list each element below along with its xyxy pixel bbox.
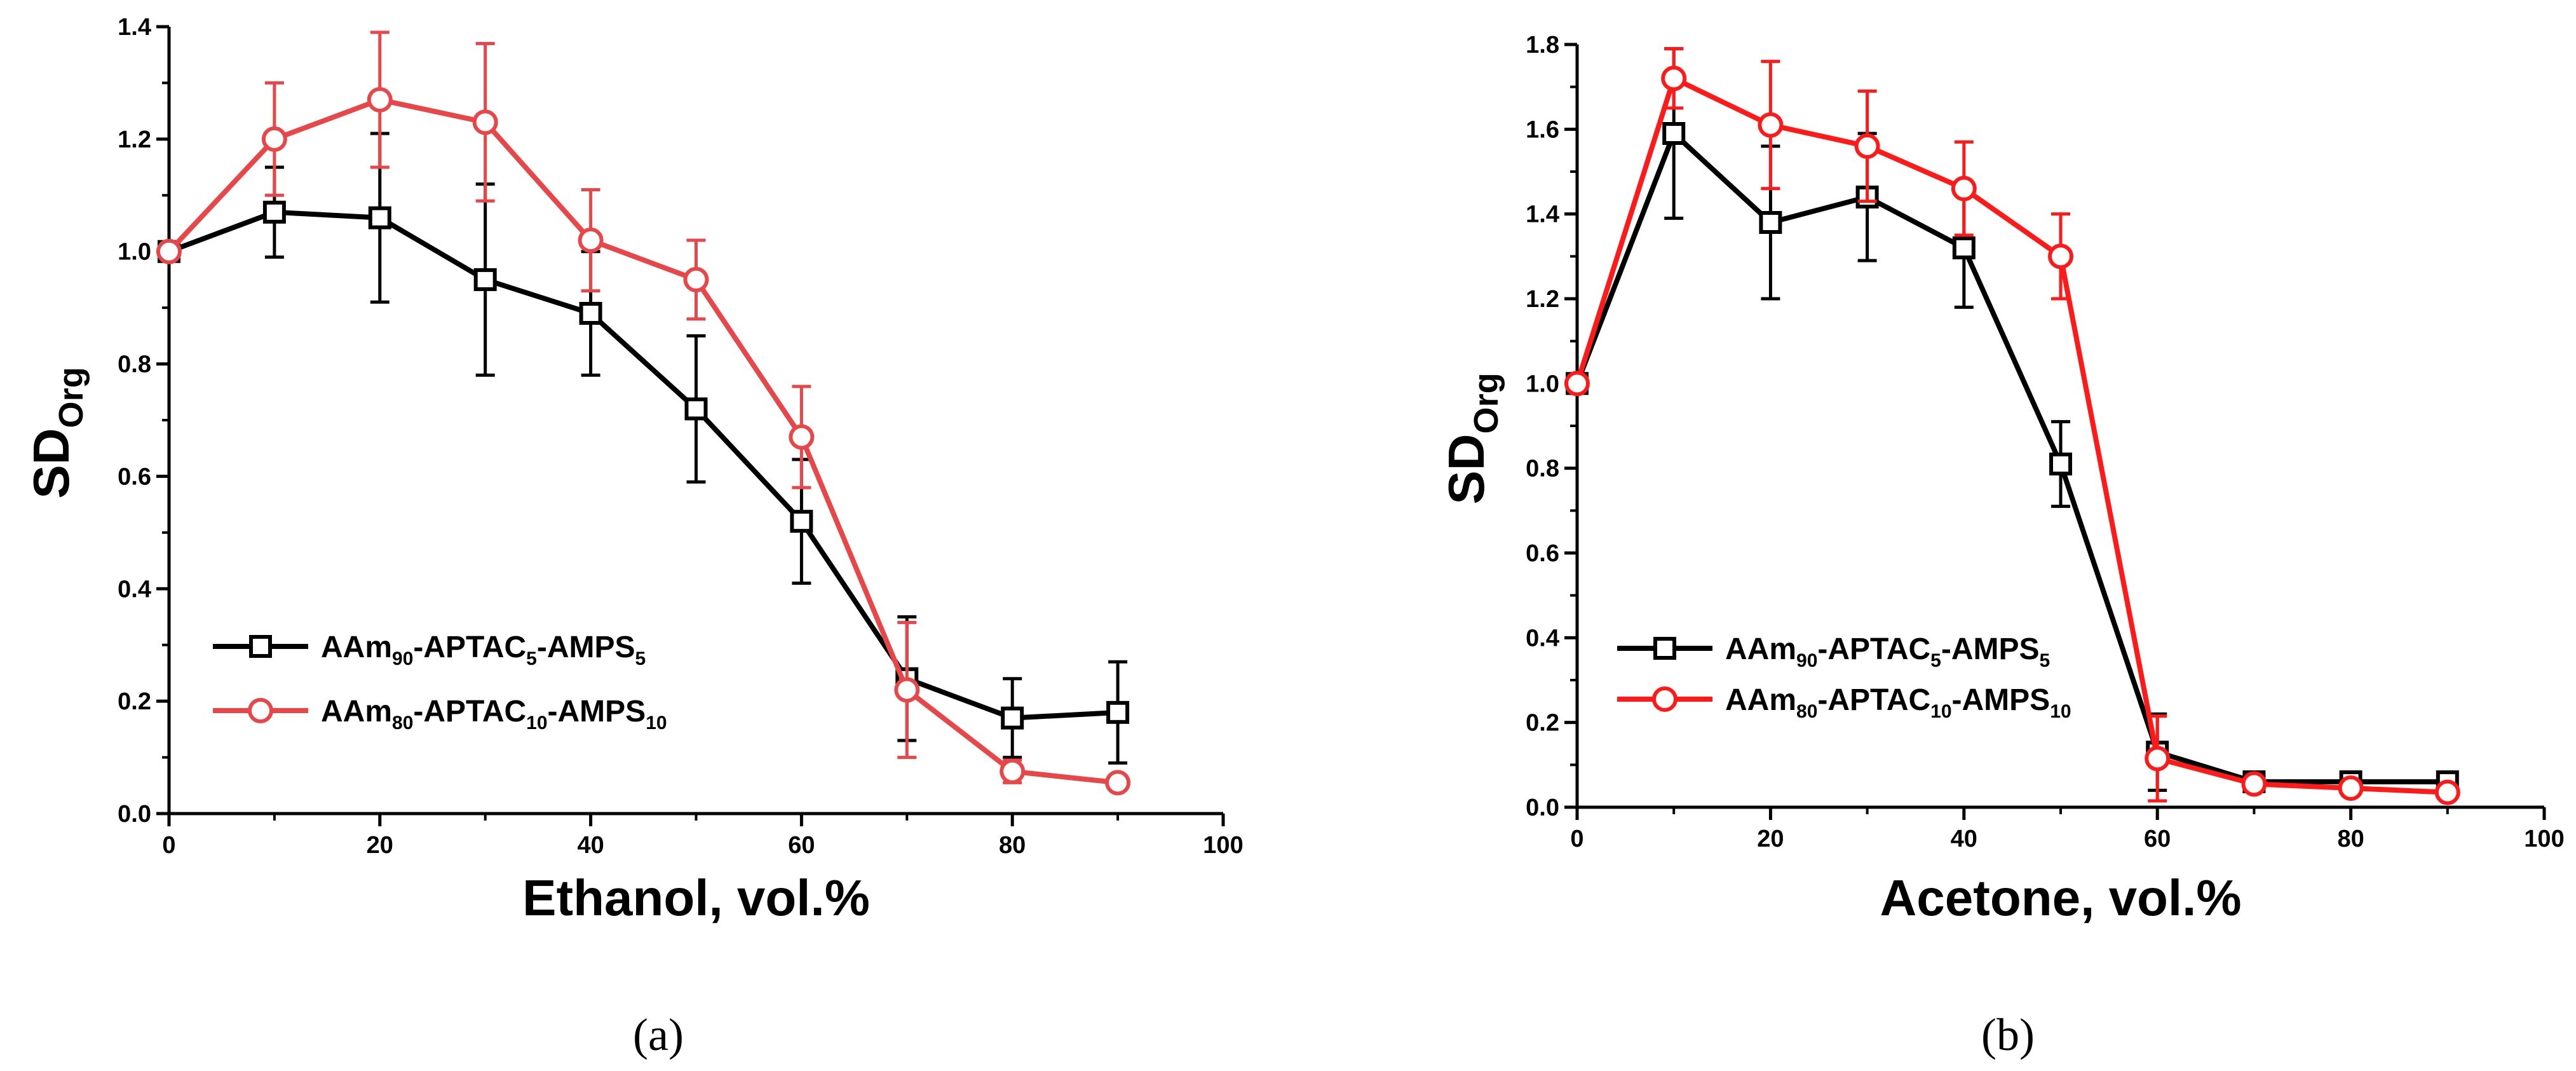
y-tick-label: 0.8 (1526, 456, 1559, 482)
x-axis-title: Ethanol, vol.% (522, 870, 870, 926)
x-tick-label: 80 (2337, 826, 2364, 852)
x-tick-label: 60 (2144, 826, 2171, 852)
data-point (683, 266, 709, 292)
x-tick-label: 60 (788, 832, 815, 859)
data-point (472, 109, 498, 135)
y-axis-title: SDOrg (23, 367, 90, 498)
y-tick-label: 1.6 (1526, 116, 1559, 143)
panel-caption: (b) (1981, 1009, 2035, 1060)
y-tick-label: 0.4 (1526, 625, 1559, 651)
data-point (473, 268, 497, 291)
x-tick-label: 20 (367, 832, 393, 859)
data-point (2434, 779, 2460, 805)
data-point (579, 301, 602, 325)
y-axis-title: SDOrg (1438, 372, 1505, 504)
legend-entry-2: AAm80-APTAC10-AMPS10 (213, 695, 667, 733)
x-tick-label: 40 (577, 832, 604, 859)
series-2 (156, 31, 1131, 796)
data-point (1000, 758, 1026, 784)
legend-label: AAm90-APTAC5-AMPS5 (1725, 632, 2050, 671)
y-tick-label: 0.6 (1526, 540, 1559, 567)
data-point (1001, 706, 1024, 730)
series-2 (1564, 47, 2460, 805)
data-point (2048, 243, 2073, 269)
data-point (684, 397, 708, 421)
x-tick-label: 100 (1203, 832, 1243, 859)
y-tick-label: 1.0 (1526, 371, 1559, 397)
y-tick-label: 0.0 (1526, 795, 1559, 821)
legend-label: AAm80-APTAC10-AMPS10 (1725, 683, 2071, 722)
legend-marker (1652, 686, 1678, 712)
x-tick-label: 0 (1570, 826, 1583, 852)
data-point (156, 238, 182, 264)
data-point (1661, 65, 1687, 92)
y-tick-label: 1.4 (1526, 201, 1559, 228)
panel-b: 0 20 40 60 80 100 0.0 0.2 0.4 0.6 0.8 1.0 1.2 1.4 1.6 1… (1438, 32, 2565, 1060)
y-tick-label: 0.4 (118, 576, 151, 603)
y-tick-label: 1.0 (118, 239, 151, 266)
data-point (367, 86, 393, 113)
data-point (1662, 122, 1686, 145)
x-tick-label: 40 (1951, 826, 1977, 852)
data-point (1106, 700, 1130, 724)
x-axis-title: Acetone, vol.% (1880, 870, 2241, 926)
legend-entry-2: AAm80-APTAC10-AMPS10 (1617, 683, 2071, 722)
x-tick-label: 0 (162, 832, 175, 859)
y-tick-label: 0.6 (118, 463, 151, 490)
data-point (262, 200, 286, 224)
data-point (1854, 133, 1880, 159)
x-tick-label: 80 (999, 832, 1026, 859)
data-point (2338, 775, 2364, 801)
legend-label: AAm90-APTAC5-AMPS5 (321, 631, 646, 669)
data-point (1105, 770, 1131, 796)
data-point (2049, 453, 2072, 475)
x-tick-label: 100 (2524, 826, 2564, 852)
y-tick-label: 1.2 (118, 126, 151, 153)
series-line (1575, 76, 2448, 795)
x-tick-label: 20 (1757, 826, 1784, 852)
series-line (167, 97, 1118, 786)
legend-marker (249, 635, 272, 658)
series-line (168, 209, 1118, 721)
panel-a: 0 20 40 60 80 100 0.0 0.2 0.4 0.6 0.8 1.0 1.2 1.4 Etha… (23, 14, 1244, 1060)
data-point (1951, 175, 1977, 201)
legend-entry-1: AAm90-APTAC5-AMPS5 (213, 631, 646, 669)
y-tick-label: 1.8 (1526, 32, 1559, 58)
data-point (790, 510, 813, 533)
legend-marker (248, 698, 273, 723)
data-point (368, 206, 391, 229)
data-point (2145, 746, 2171, 772)
y-tick-label: 0.2 (1526, 710, 1559, 737)
data-point (261, 126, 287, 152)
y-tick-label: 0.0 (118, 801, 151, 828)
y-tick-label: 0.8 (118, 351, 151, 378)
panel-caption: (a) (633, 1009, 684, 1060)
series-line (1575, 131, 2448, 784)
data-point (1759, 211, 1782, 234)
y-tick-label: 1.4 (118, 14, 151, 41)
data-point (789, 424, 815, 450)
data-point (1952, 236, 1976, 259)
legend-label: AAm80-APTAC10-AMPS10 (321, 695, 667, 733)
data-point (894, 677, 920, 703)
data-point (1564, 371, 1590, 397)
legend-entry-1: AAm90-APTAC5-AMPS5 (1617, 632, 2050, 671)
y-tick-label: 1.2 (1526, 286, 1559, 313)
legend-marker (1653, 637, 1676, 660)
data-point (1758, 112, 1784, 138)
data-point (578, 228, 604, 254)
data-point (2241, 771, 2267, 797)
y-tick-label: 0.2 (118, 688, 151, 715)
